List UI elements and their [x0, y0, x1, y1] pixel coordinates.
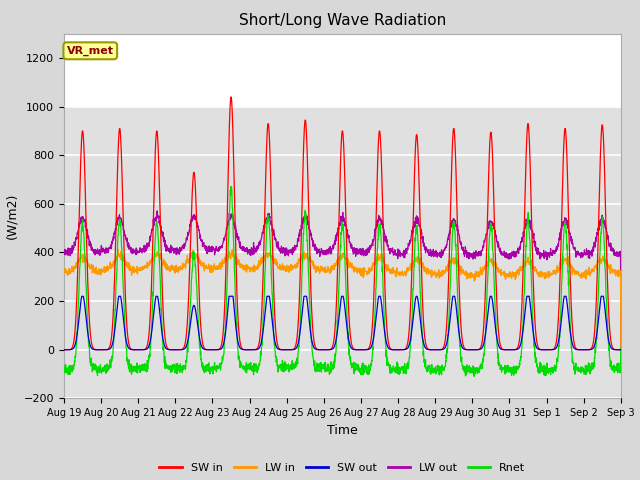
Title: Short/Long Wave Radiation: Short/Long Wave Radiation	[239, 13, 446, 28]
Y-axis label: (W/m2): (W/m2)	[5, 193, 18, 239]
X-axis label: Time: Time	[327, 424, 358, 437]
Bar	[64, 107, 621, 398]
Text: VR_met: VR_met	[67, 46, 114, 56]
Legend: SW in, LW in, SW out, LW out, Rnet: SW in, LW in, SW out, LW out, Rnet	[155, 459, 530, 478]
